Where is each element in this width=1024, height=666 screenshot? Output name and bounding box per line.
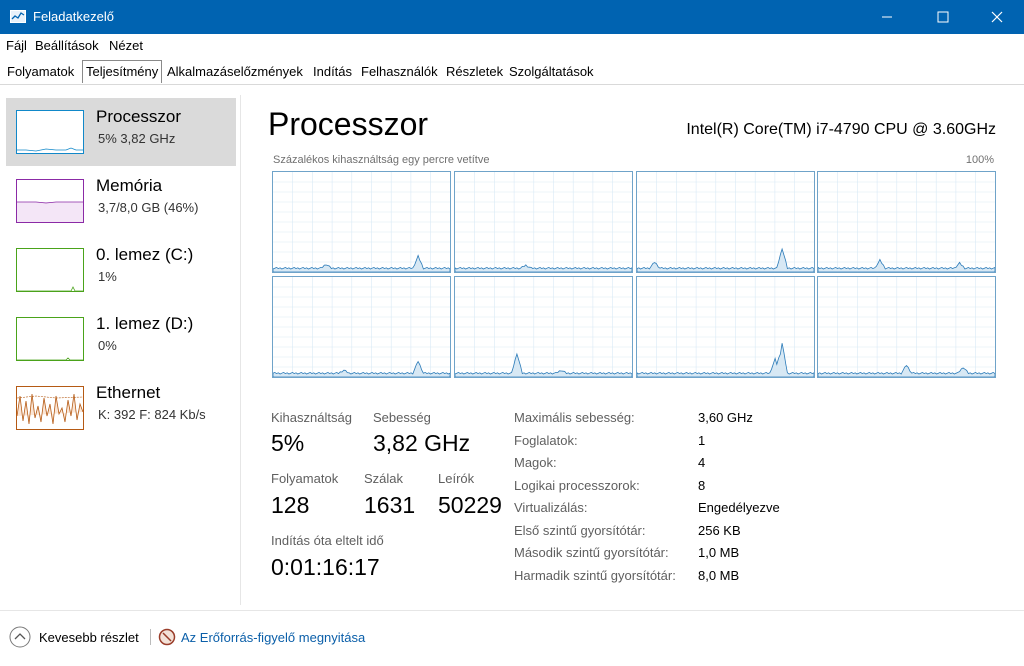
minimize-icon (882, 16, 892, 18)
menu-view[interactable]: Nézet (109, 38, 143, 53)
sidebar-item-label: Processzor (96, 107, 182, 126)
info-label: Foglalatok: (514, 433, 578, 448)
info-value: 1,0 MB (698, 545, 740, 560)
memory-thumbnail (16, 179, 84, 223)
sidebar-item-disk-c[interactable]: 0. lemez (C:) 1% (6, 236, 236, 304)
menu-settings[interactable]: Beállítások (35, 38, 99, 53)
sidebar-item-ethernet[interactable]: Ethernet K: 392 F: 824 Kb/s (6, 374, 236, 442)
graph-max-label: 100% (965, 154, 994, 166)
sidebar-item-cpu[interactable]: Processzor 5% 3,82 GHz (6, 98, 236, 166)
sidebar-item-value: 0% (98, 338, 117, 353)
info-label: Virtualizálás: (514, 500, 588, 515)
info-value: 3,60 GHz (698, 410, 753, 425)
sidebar-item-value: 1% (98, 269, 117, 284)
core-graph-6 (454, 276, 633, 378)
close-icon (991, 11, 1003, 23)
info-value: 8 (698, 478, 706, 493)
core-graph-2 (454, 171, 633, 273)
info-value: 4 (698, 455, 706, 470)
resource-sidebar: Processzor 5% 3,82 GHz Memória 3,7/8,0 G… (0, 85, 240, 605)
menu-bar: Fájl Beállítások Nézet (0, 34, 1024, 58)
threads-value: 1631 (364, 492, 416, 518)
processes-label: Folyamatok (271, 471, 339, 486)
sidebar-item-label: Memória (96, 176, 163, 195)
sidebar-item-value: 3,7/8,0 GB (46%) (98, 200, 199, 215)
cpu-thumbnail (16, 110, 84, 154)
tab-startup[interactable]: Indítás (313, 64, 353, 79)
core-graph-1 (272, 171, 451, 273)
info-label: Második szintű gyorsítótár: (514, 545, 669, 560)
fewer-details-button[interactable]: Kevesebb részlet (39, 630, 139, 645)
sidebar-item-memory[interactable]: Memória 3,7/8,0 GB (46%) (6, 167, 236, 235)
info-value: 8,0 MB (698, 568, 740, 583)
info-label: Magok: (514, 455, 557, 470)
info-label: Logikai processzorok: (514, 478, 640, 493)
threads-label: Szálak (364, 471, 404, 486)
window-title: Feladatkezelő (33, 9, 114, 24)
tab-bar: Folyamatok Teljesítmény Alkalmazáselőzmé… (0, 60, 1024, 85)
title-bar: Feladatkezelő (0, 0, 1024, 34)
minimize-button[interactable] (864, 0, 910, 34)
tab-app-history[interactable]: Alkalmazáselőzmények (167, 64, 303, 79)
resource-monitor-icon (158, 628, 176, 646)
info-value: Engedélyezve (698, 500, 780, 515)
menu-file[interactable]: Fájl (6, 38, 27, 53)
core-graph-4 (817, 171, 996, 273)
core-graph-3 (636, 171, 815, 273)
tab-processes[interactable]: Folyamatok (7, 64, 75, 79)
maximize-icon (937, 11, 949, 23)
utilization-label: Kihasználtság (271, 410, 352, 425)
maximize-button[interactable] (920, 0, 966, 34)
speed-value: 3,82 GHz (373, 430, 471, 456)
sidebar-item-label: Ethernet (96, 383, 161, 402)
ethernet-thumbnail (16, 386, 84, 430)
chevron-up-icon[interactable] (9, 626, 31, 648)
close-button[interactable] (974, 0, 1020, 34)
sidebar-item-disk-d[interactable]: 1. lemez (D:) 0% (6, 305, 236, 373)
info-value: 256 KB (698, 523, 741, 538)
disk-d-thumbnail (16, 317, 84, 361)
tab-users[interactable]: Felhasználók (361, 64, 438, 79)
graph-caption: Százalékos kihasználtság egy percre vetí… (273, 154, 490, 166)
info-value: 1 (698, 433, 706, 448)
processes-value: 128 (271, 492, 310, 518)
panel-divider (240, 95, 241, 605)
utilization-value: 5% (271, 430, 305, 456)
core-graph-5 (272, 276, 451, 378)
tab-details[interactable]: Részletek (446, 64, 504, 79)
tab-performance[interactable]: Teljesítmény (82, 60, 163, 83)
info-label: Maximális sebesség: (514, 410, 635, 425)
sidebar-item-value: 5% 3,82 GHz (98, 131, 176, 146)
tab-services[interactable]: Szolgáltatások (509, 64, 594, 79)
page-title: Processzor (268, 106, 429, 142)
core-graph-7 (636, 276, 815, 378)
speed-label: Sebesség (373, 410, 431, 425)
handles-value: 50229 (438, 492, 502, 518)
sidebar-item-label: 1. lemez (D:) (96, 314, 194, 333)
open-resource-monitor-link[interactable]: Az Erőforrás-figyelő megnyitása (181, 630, 366, 645)
uptime-value: 0:01:16:17 (271, 554, 380, 580)
uptime-label: Indítás óta eltelt idő (271, 533, 384, 548)
core-graph-8 (817, 276, 996, 378)
task-manager-icon (10, 10, 26, 23)
info-label: Első szintű gyorsítótár: (514, 523, 646, 538)
footer-separator (150, 629, 151, 645)
disk-c-thumbnail (16, 248, 84, 292)
cpu-model: Intel(R) Core(TM) i7-4790 CPU @ 3.60GHz (686, 121, 996, 138)
sidebar-item-value: K: 392 F: 824 Kb/s (98, 407, 206, 422)
handles-label: Leírók (438, 471, 475, 486)
footer: Kevesebb részlet Az Erőforrás-figyelő me… (0, 610, 1024, 666)
info-label: Harmadik szintű gyorsítótár: (514, 568, 676, 583)
sidebar-item-label: 0. lemez (C:) (96, 245, 194, 264)
